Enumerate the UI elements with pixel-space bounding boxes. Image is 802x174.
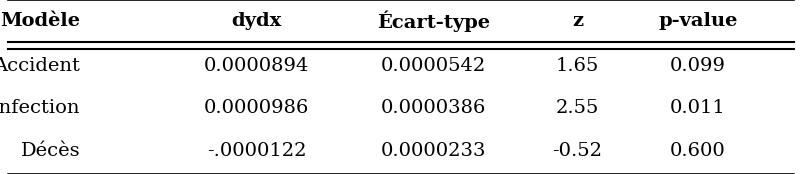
Text: 0.0000386: 0.0000386 xyxy=(380,99,486,117)
Text: 0.0000542: 0.0000542 xyxy=(380,57,486,75)
Text: Accident: Accident xyxy=(0,57,80,75)
Text: -.0000122: -.0000122 xyxy=(207,142,306,160)
Text: p-value: p-value xyxy=(658,12,737,30)
Text: 1.65: 1.65 xyxy=(556,57,599,75)
Text: Modèle: Modèle xyxy=(0,12,80,30)
Text: Décès: Décès xyxy=(21,142,80,160)
Text: 0.0000233: 0.0000233 xyxy=(380,142,486,160)
Text: 0.0000894: 0.0000894 xyxy=(204,57,310,75)
Text: Infection: Infection xyxy=(0,99,80,117)
Text: Écart-type: Écart-type xyxy=(377,10,489,32)
Text: 0.011: 0.011 xyxy=(670,99,726,117)
Text: 2.55: 2.55 xyxy=(556,99,599,117)
Text: 0.600: 0.600 xyxy=(670,142,726,160)
Text: dydx: dydx xyxy=(232,12,282,30)
Text: 0.099: 0.099 xyxy=(670,57,726,75)
Text: z: z xyxy=(572,12,583,30)
Text: -0.52: -0.52 xyxy=(553,142,602,160)
Text: 0.0000986: 0.0000986 xyxy=(204,99,310,117)
